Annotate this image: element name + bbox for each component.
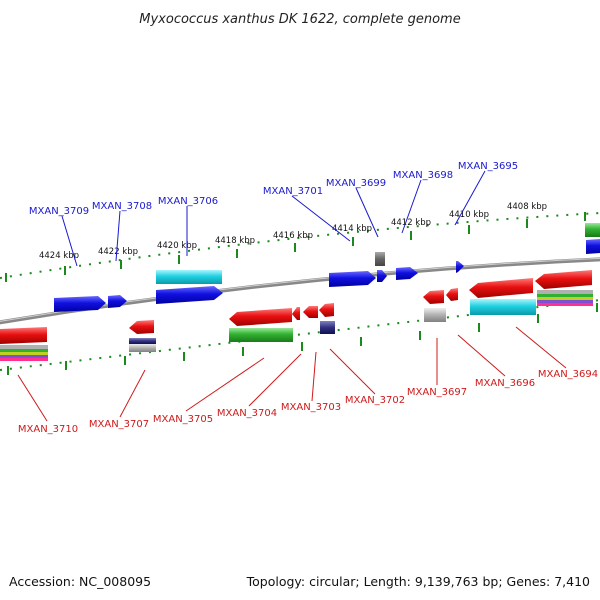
multi-annotation-stack-right [537, 290, 593, 306]
top-major-ticks [5, 212, 586, 282]
gene-arrow-forward-edge[interactable] [586, 239, 600, 254]
scale-label: 4414 kbp [332, 224, 372, 234]
gene-label-MXAN_3708[interactable]: MXAN_3708 [92, 201, 152, 212]
gene-arrow-MXAN_3710[interactable] [0, 327, 47, 344]
gene-arrow-MXAN_3696-a[interactable] [446, 288, 458, 301]
gene-label-MXAN_3698[interactable]: MXAN_3698 [393, 170, 453, 181]
green-annotation-bar [585, 223, 600, 237]
scale-label: 4424 kbp [39, 251, 79, 261]
forward-genes [54, 239, 600, 312]
gene-label-MXAN_3696[interactable]: MXAN_3696 [475, 378, 535, 389]
gene-arrow-MXAN_3708[interactable] [108, 295, 127, 308]
gene-label-MXAN_3710[interactable]: MXAN_3710 [18, 424, 78, 435]
map-title: Myxococcus xanthus DK 1622, complete gen… [139, 12, 460, 27]
gene-arrow-MXAN_3709[interactable] [54, 296, 106, 312]
gene-label-MXAN_3694[interactable]: MXAN_3694 [538, 369, 598, 380]
scale-label: 4420 kbp [157, 241, 197, 251]
top-gene-labels: MXAN_3709 MXAN_3708 MXAN_3706 MXAN_3701 … [29, 161, 518, 217]
gray-annotation-bar [375, 252, 385, 266]
gray-annotation-bar [424, 308, 446, 322]
gray-annotation-bar [129, 344, 156, 352]
navy-annotation-bar [129, 338, 156, 344]
accession-text: Accession: NC_008095 [9, 574, 151, 589]
gene-label-MXAN_3706[interactable]: MXAN_3706 [158, 196, 218, 207]
scale-label: 4410 kbp [449, 210, 489, 220]
bottom-callout-lines [17, 326, 567, 422]
forward-gene-annotations [156, 223, 600, 284]
gene-label-MXAN_3709[interactable]: MXAN_3709 [29, 206, 89, 217]
gene-arrow-MXAN_3702[interactable] [319, 303, 334, 317]
scale-label: 4412 kbp [391, 218, 431, 228]
gene-arrow-MXAN_3699[interactable] [377, 270, 387, 282]
scale-label: 4418 kbp [215, 236, 255, 246]
navy-annotation-bar [320, 321, 335, 334]
reverse-genes [0, 270, 592, 344]
top-scale-track [0, 212, 600, 279]
gene-label-MXAN_3695[interactable]: MXAN_3695 [458, 161, 518, 172]
scale-label: 4408 kbp [507, 202, 547, 212]
gene-arrow-MXAN_3696[interactable] [469, 278, 533, 298]
bottom-gene-labels: MXAN_3710 MXAN_3707 MXAN_3705 MXAN_3704 … [18, 369, 598, 435]
scale-labels: 4424 kbp 4422 kbp 4420 kbp 4418 kbp 4416… [39, 202, 547, 261]
cyan-annotation-bar [156, 270, 222, 284]
gene-arrow-MXAN_3704[interactable] [292, 307, 300, 320]
gene-label-MXAN_3702[interactable]: MXAN_3702 [345, 395, 405, 406]
scale-label: 4416 kbp [273, 231, 313, 241]
gene-arrow-MXAN_3707[interactable] [129, 320, 154, 334]
gene-label-MXAN_3703[interactable]: MXAN_3703 [281, 402, 341, 413]
gene-label-MXAN_3697[interactable]: MXAN_3697 [407, 387, 467, 398]
gene-label-MXAN_3707[interactable]: MXAN_3707 [89, 419, 149, 430]
gene-label-MXAN_3701[interactable]: MXAN_3701 [263, 186, 323, 197]
gene-arrow-MXAN_3697[interactable] [423, 290, 444, 304]
gene-arrow-MXAN_3706[interactable] [156, 286, 223, 304]
scale-label: 4422 kbp [98, 247, 138, 257]
reverse-gene-annotations [0, 290, 593, 361]
multi-annotation-stack-left [0, 345, 48, 361]
green-annotation-bar [229, 328, 293, 342]
gene-arrow-MXAN_3694[interactable] [535, 270, 592, 289]
bottom-major-ticks [7, 303, 598, 375]
cyan-annotation-bar [470, 299, 536, 315]
gene-arrow-MXAN_3703[interactable] [303, 306, 318, 318]
gene-label-MXAN_3699[interactable]: MXAN_3699 [326, 178, 386, 189]
gene-arrow-MXAN_3695[interactable] [456, 261, 464, 273]
gene-label-MXAN_3705[interactable]: MXAN_3705 [153, 414, 213, 425]
gene-arrow-MXAN_3698[interactable] [396, 267, 418, 280]
gene-label-MXAN_3704[interactable]: MXAN_3704 [217, 408, 277, 419]
gene-arrow-MXAN_3701[interactable] [329, 271, 376, 287]
gene-arrow-MXAN_3705[interactable] [229, 308, 292, 326]
top-callout-lines [61, 170, 486, 267]
genome-info-text: Topology: circular; Length: 9,139,763 bp… [246, 574, 590, 589]
